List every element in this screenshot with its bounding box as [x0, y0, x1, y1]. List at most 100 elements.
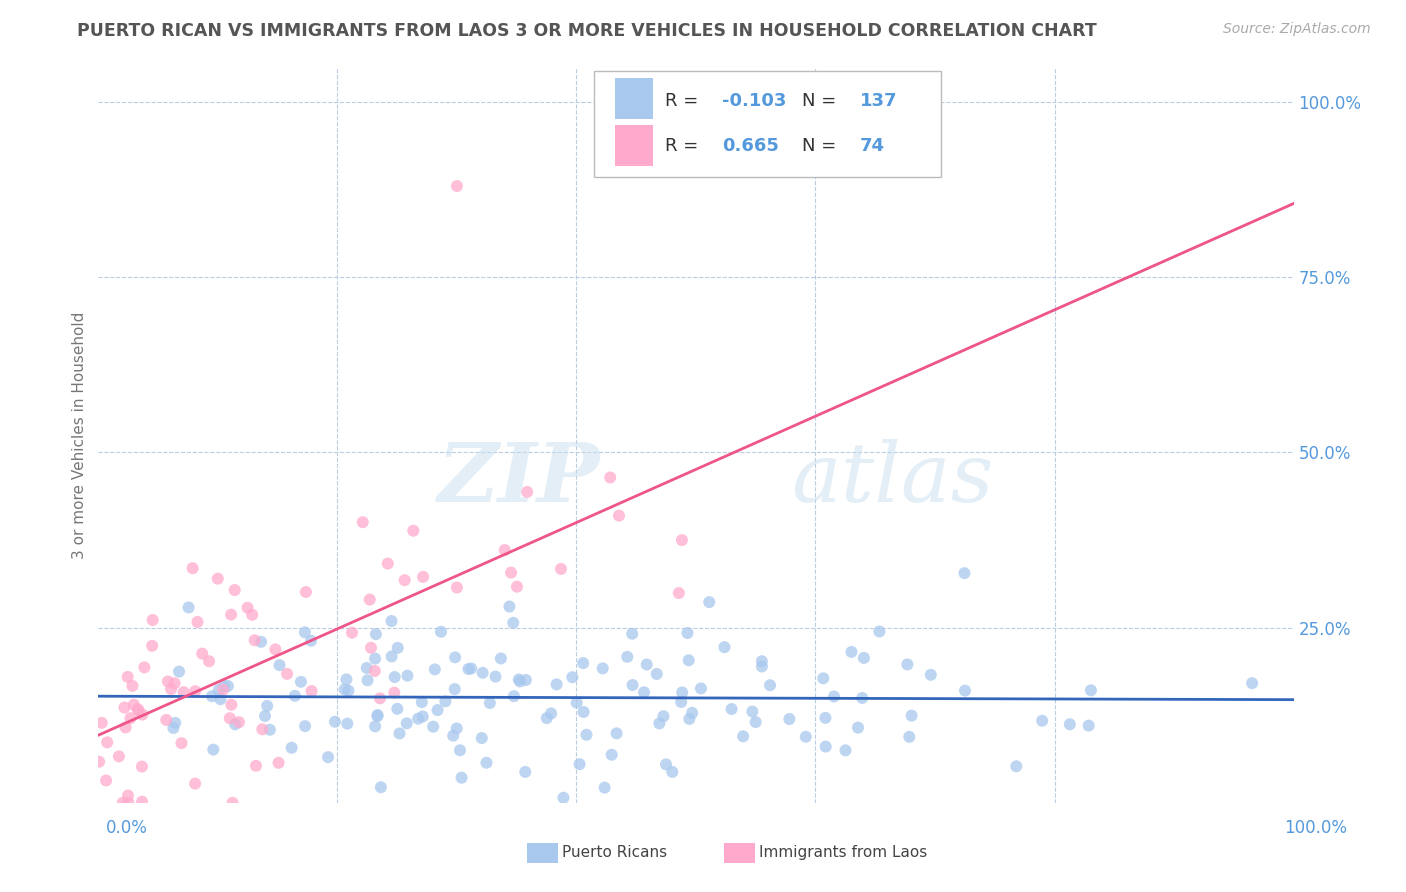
- Point: [212, 682, 235, 697]
- Point: [678, 712, 700, 726]
- Text: Immigrants from Laos: Immigrants from Laos: [759, 846, 928, 860]
- Text: 100.0%: 100.0%: [1284, 819, 1347, 837]
- Point: [267, 756, 290, 770]
- Point: [114, 720, 136, 734]
- Point: [173, 685, 195, 699]
- Point: [301, 684, 323, 698]
- Point: [160, 681, 183, 696]
- Point: [1059, 717, 1081, 731]
- Point: [457, 662, 479, 676]
- Point: [446, 722, 468, 736]
- Point: [381, 649, 404, 664]
- Point: [489, 651, 512, 665]
- Text: N =: N =: [803, 92, 842, 110]
- Point: [449, 743, 471, 757]
- Point: [898, 730, 921, 744]
- Point: [128, 704, 150, 718]
- Point: [167, 665, 190, 679]
- Point: [170, 736, 193, 750]
- Point: [276, 666, 298, 681]
- Point: [264, 642, 287, 657]
- Point: [846, 721, 869, 735]
- Point: [953, 566, 976, 581]
- Point: [868, 624, 890, 639]
- Point: [446, 581, 468, 595]
- Point: [290, 674, 312, 689]
- Point: [852, 651, 875, 665]
- Point: [388, 726, 411, 740]
- Point: [165, 715, 187, 730]
- Point: [751, 659, 773, 673]
- Point: [516, 484, 538, 499]
- Point: [412, 709, 434, 723]
- Point: [896, 657, 918, 672]
- Point: [218, 711, 240, 725]
- Point: [141, 639, 163, 653]
- Point: [181, 561, 204, 575]
- Point: [422, 720, 444, 734]
- Point: [259, 723, 281, 737]
- Point: [236, 600, 259, 615]
- Point: [444, 650, 467, 665]
- Point: [669, 695, 692, 709]
- Point: [294, 719, 316, 733]
- Text: 0.0%: 0.0%: [105, 819, 148, 837]
- Point: [131, 707, 153, 722]
- Point: [217, 679, 239, 693]
- Point: [813, 671, 835, 685]
- Point: [471, 731, 494, 745]
- Point: [280, 740, 302, 755]
- Point: [335, 673, 357, 687]
- Point: [446, 179, 468, 194]
- Point: [245, 759, 267, 773]
- Point: [212, 679, 235, 693]
- Point: [430, 624, 453, 639]
- Point: [370, 780, 392, 795]
- Point: [814, 739, 837, 754]
- Point: [209, 692, 232, 706]
- Point: [561, 670, 583, 684]
- Point: [678, 653, 700, 667]
- Point: [621, 626, 644, 640]
- Point: [713, 640, 735, 655]
- Point: [377, 557, 399, 571]
- Point: [1080, 683, 1102, 698]
- Point: [364, 651, 387, 665]
- Point: [550, 562, 572, 576]
- Y-axis label: 3 or more Vehicles in Household: 3 or more Vehicles in Household: [72, 311, 87, 558]
- Point: [295, 585, 318, 599]
- Point: [336, 716, 359, 731]
- Point: [368, 691, 391, 706]
- Point: [367, 708, 389, 723]
- Point: [423, 662, 446, 676]
- Point: [120, 711, 142, 725]
- Text: ZIP: ZIP: [437, 439, 600, 519]
- Point: [250, 635, 273, 649]
- Point: [441, 729, 464, 743]
- Point: [443, 682, 465, 697]
- Point: [163, 676, 186, 690]
- Point: [254, 709, 277, 723]
- Point: [1031, 714, 1053, 728]
- Point: [364, 627, 387, 641]
- Point: [515, 764, 537, 779]
- Point: [1005, 759, 1028, 773]
- Point: [284, 689, 307, 703]
- Point: [636, 657, 658, 672]
- Point: [508, 673, 530, 687]
- Point: [252, 723, 274, 737]
- Point: [841, 645, 863, 659]
- Point: [382, 686, 405, 700]
- Point: [515, 673, 537, 687]
- Point: [471, 665, 494, 680]
- Point: [460, 661, 482, 675]
- Point: [207, 572, 229, 586]
- Point: [127, 702, 149, 716]
- Point: [502, 615, 524, 630]
- Point: [503, 689, 526, 703]
- Point: [184, 776, 207, 790]
- Point: [498, 599, 520, 614]
- Point: [384, 670, 406, 684]
- Point: [426, 703, 449, 717]
- Point: [593, 780, 616, 795]
